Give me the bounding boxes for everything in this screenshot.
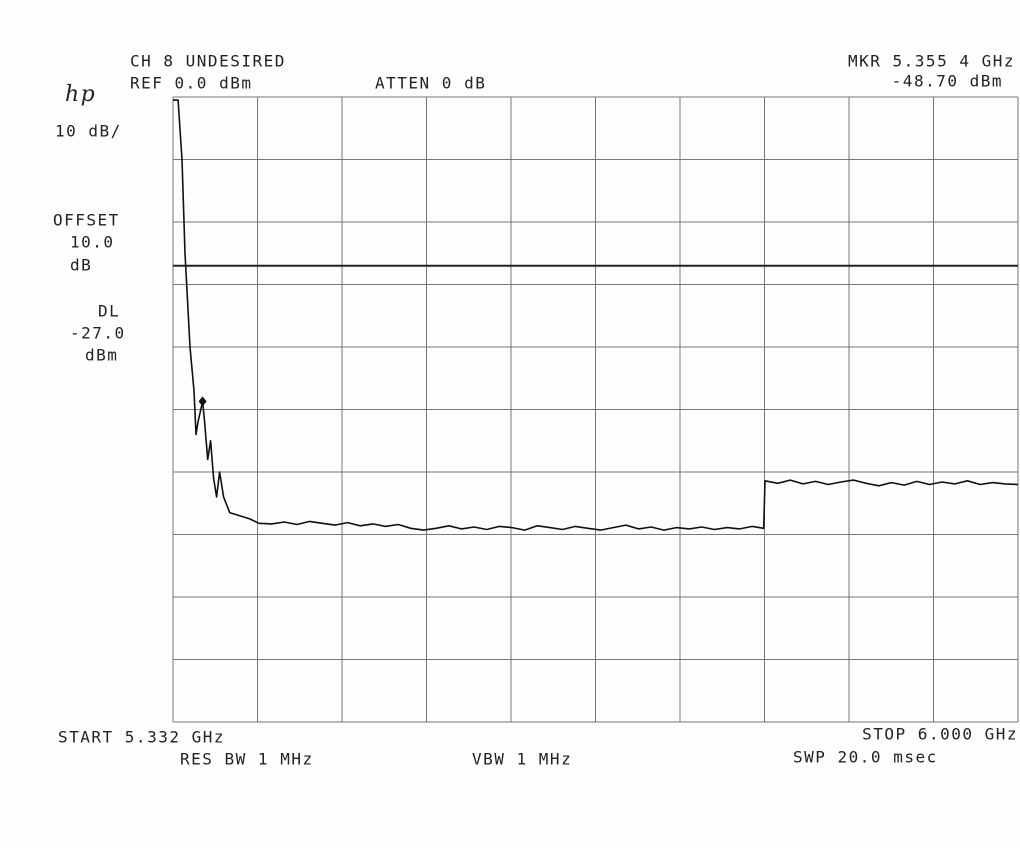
logo: hp: [65, 82, 96, 107]
marker-level: -48.70 dBm: [892, 72, 1003, 91]
attenuation: ATTEN 0 dB: [375, 74, 486, 93]
marker: [198, 396, 207, 407]
channel: CH 8 UNDESIRED: [130, 52, 286, 71]
sweep-time: SWP 20.0 msec: [793, 748, 938, 767]
dl-value: -27.0: [70, 324, 126, 343]
offset-unit: dB: [70, 256, 92, 275]
dl-unit: dBm: [85, 346, 118, 365]
stop-freq: STOP 6.000 GHz: [862, 725, 1018, 744]
res-bw: RES BW 1 MHz: [180, 750, 314, 769]
offset-value: 10.0: [70, 233, 115, 252]
vbw: VBW 1 MHz: [472, 750, 572, 769]
offset-label: OFFSET: [53, 211, 120, 230]
scale: 10 dB/: [55, 122, 122, 141]
start-freq: START 5.332 GHz: [58, 728, 225, 747]
marker-frequency: MKR 5.355 4 GHz: [848, 52, 1015, 71]
dl-label: DL: [98, 302, 120, 321]
ref-level: REF 0.0 dBm: [130, 74, 252, 93]
trace: [173, 99, 1019, 531]
